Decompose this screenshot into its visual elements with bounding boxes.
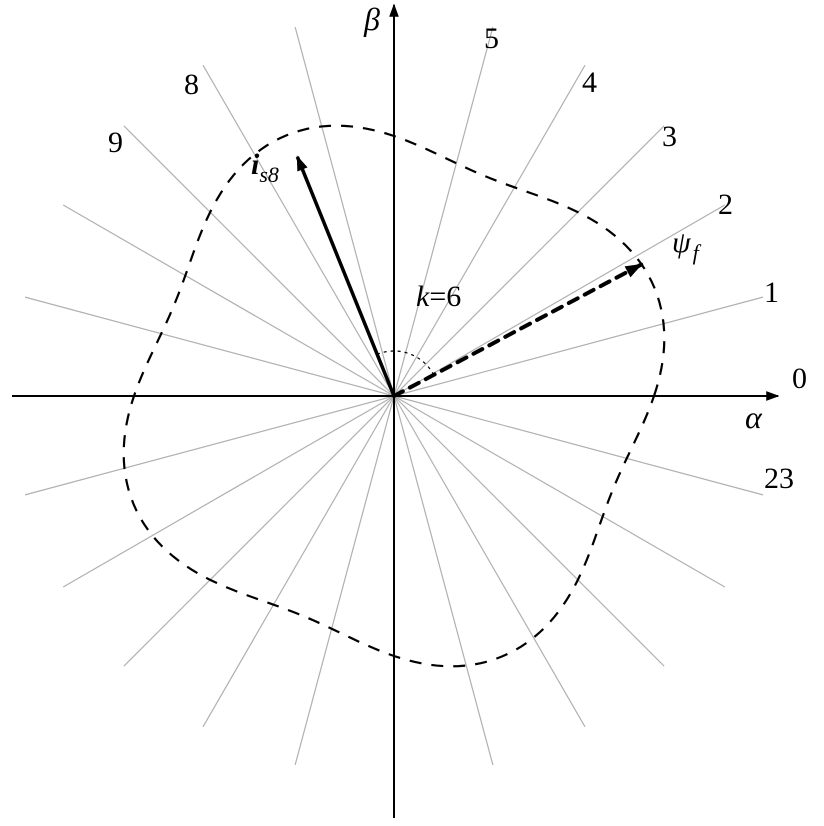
ray-label: 2 bbox=[718, 188, 733, 221]
ray bbox=[124, 396, 394, 666]
ray-label: 3 bbox=[662, 120, 677, 153]
ray bbox=[25, 297, 394, 396]
ray-label: 8 bbox=[184, 68, 199, 101]
ray-label: 4 bbox=[582, 66, 597, 99]
alpha-axis-label: α bbox=[745, 399, 763, 435]
ray bbox=[394, 27, 493, 396]
ray bbox=[394, 396, 725, 587]
ray bbox=[295, 396, 394, 765]
ray bbox=[394, 396, 763, 495]
ray bbox=[394, 396, 664, 666]
is8-vector bbox=[297, 157, 394, 396]
ray bbox=[63, 396, 394, 587]
ray bbox=[394, 126, 664, 396]
ray bbox=[295, 27, 394, 396]
psi-f-label: ψf bbox=[672, 226, 702, 265]
beta-axis-label: β bbox=[363, 1, 380, 37]
ray bbox=[63, 205, 394, 396]
ray-label: 23 bbox=[764, 462, 794, 495]
ray bbox=[394, 396, 585, 727]
ray bbox=[394, 396, 493, 765]
vector-diagram: βα0123458923is8ψfk=6 bbox=[0, 0, 824, 826]
ray-label: 5 bbox=[484, 22, 499, 55]
ray bbox=[203, 396, 394, 727]
ray-label: 0 bbox=[792, 362, 807, 395]
ray-label: 9 bbox=[108, 126, 123, 159]
ray-label: 1 bbox=[764, 276, 779, 309]
k-equals-label: k=6 bbox=[416, 280, 461, 313]
is8-label: is8 bbox=[251, 148, 279, 187]
ray bbox=[203, 65, 394, 396]
ray bbox=[25, 396, 394, 495]
